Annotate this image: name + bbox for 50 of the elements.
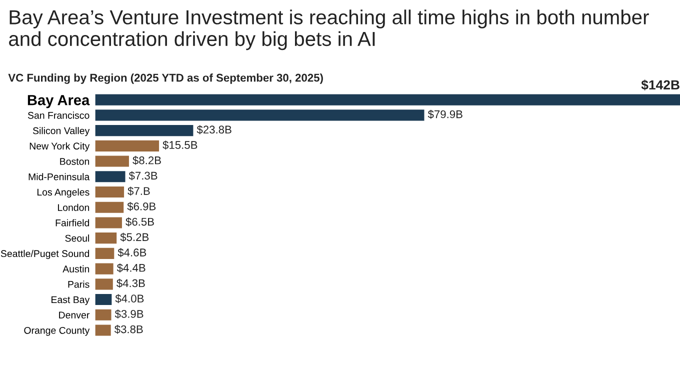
data-label: $6.5B (126, 217, 154, 226)
y-tick-label: Seoul (65, 234, 89, 242)
data-label: $3.9B (114, 310, 144, 319)
bar (95, 140, 160, 152)
bar (95, 156, 129, 167)
y-tick-label: Orange County (24, 326, 90, 336)
bar (95, 324, 111, 336)
data-label: $6.9B (127, 202, 156, 212)
data-label: $8.2B (132, 156, 161, 165)
data-label: $4.3B (116, 278, 145, 288)
data-label: $7.B (128, 186, 150, 196)
bar (95, 125, 194, 136)
bar (95, 202, 124, 213)
y-tick-label: Mid-Peninsula (28, 173, 90, 180)
y-tick-label: Bay Area (28, 95, 90, 108)
bar (95, 294, 112, 306)
y-tick-label: Fairfield (56, 219, 90, 226)
data-label: $5.2B (120, 232, 149, 242)
y-tick-label: London (58, 204, 90, 211)
y-tick-label: Paris (68, 280, 90, 288)
y-tick-label: Denver (59, 312, 90, 318)
y-tick-label: East Bay (52, 296, 90, 306)
chart-title: Bay Area’s Venture Investment is reaching all time highs in both number and concentration driven by big bets in AI (9, 10, 649, 50)
chart-subtitle: VC Funding by Region (2025 YTD as of September 30, 2025) (8, 74, 323, 84)
y-tick-label: San Francisco (28, 112, 90, 119)
data-label: $79.9B (428, 110, 462, 119)
bar (95, 248, 114, 259)
data-label: $15.5B (162, 140, 198, 150)
y-tick-label: Los Angeles (37, 188, 90, 198)
data-label: $142B (641, 80, 680, 90)
bar (95, 263, 114, 274)
bar (95, 217, 122, 228)
bar (95, 232, 117, 244)
bar (95, 110, 424, 121)
data-label: $4.6B (118, 248, 146, 258)
y-tick-label: Austin (62, 265, 90, 272)
bar (95, 278, 113, 290)
data-label: $4.4B (116, 263, 146, 272)
y-tick-label: Boston (60, 158, 90, 165)
data-label: $3.8B (114, 324, 143, 334)
bar (95, 94, 680, 106)
bar (95, 186, 124, 198)
data-label: $4.0B (115, 294, 144, 304)
data-label: $7.3B (128, 171, 158, 180)
data-label: $23.8B (196, 125, 232, 134)
bar (95, 171, 126, 182)
y-tick-label: Seattle/Puget Sound (0, 250, 90, 259)
y-tick-label: Silicon Valley (32, 127, 90, 136)
bar (95, 309, 112, 320)
y-tick-label: New York City (30, 142, 90, 152)
